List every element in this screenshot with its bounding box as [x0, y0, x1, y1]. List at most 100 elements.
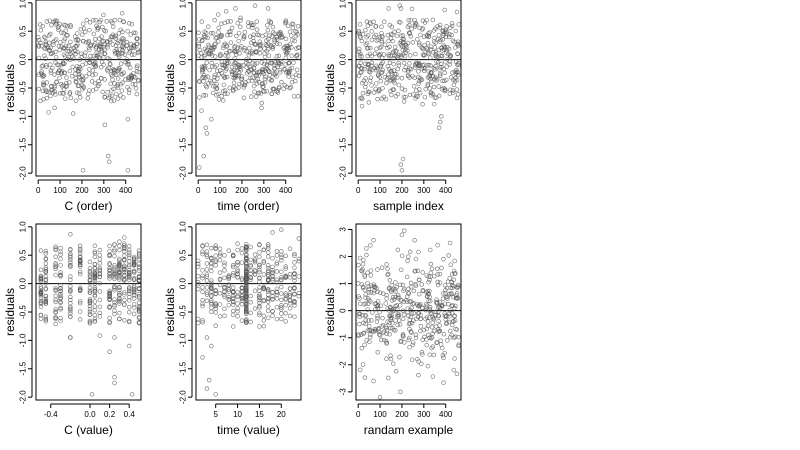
data-point [407, 321, 413, 326]
data-point [369, 37, 375, 43]
data-point [249, 94, 254, 99]
data-point [38, 298, 44, 304]
data-point [260, 81, 265, 86]
data-point [274, 89, 279, 94]
data-point [244, 261, 249, 267]
data-point [447, 53, 453, 58]
data-point [101, 55, 106, 60]
data-point [68, 314, 73, 319]
data-point [433, 53, 438, 59]
data-point [136, 266, 141, 271]
data-point [287, 286, 293, 291]
data-point [419, 282, 425, 287]
data-point [428, 270, 434, 276]
data-point [71, 56, 77, 61]
data-point [252, 259, 258, 265]
data-point [265, 263, 271, 268]
data-point [270, 255, 275, 261]
data-point [366, 290, 372, 295]
data-point [204, 60, 210, 65]
data-point [204, 242, 210, 248]
data-point [356, 30, 361, 36]
data-point [131, 45, 136, 51]
data-point [395, 322, 400, 328]
data-point [232, 56, 237, 61]
data-point [107, 252, 112, 258]
data-point [261, 318, 267, 323]
data-point [259, 81, 265, 87]
data-point [75, 31, 80, 36]
data-point [425, 82, 431, 87]
data-point [112, 380, 117, 386]
data-point [225, 32, 230, 38]
data-point [58, 245, 63, 251]
data-point [378, 78, 383, 84]
data-point [237, 46, 243, 51]
y-tick-label: 0 [339, 308, 348, 313]
data-point [112, 68, 117, 73]
data-point [96, 78, 101, 84]
data-point [117, 270, 122, 276]
data-point [357, 22, 363, 27]
data-point [128, 72, 134, 78]
data-point [431, 65, 437, 71]
data-point [242, 29, 248, 35]
data-point [269, 91, 274, 97]
x-tick-label: 400 [439, 186, 453, 195]
data-point [379, 70, 385, 75]
data-point [129, 392, 135, 397]
data-point [265, 299, 271, 304]
data-point [396, 53, 401, 58]
data-point [102, 41, 108, 47]
data-point [394, 48, 399, 54]
data-point [415, 94, 420, 99]
data-point [58, 263, 63, 268]
data-point [219, 93, 224, 99]
data-point [92, 243, 98, 249]
data-point [363, 42, 369, 47]
data-point [73, 43, 78, 49]
data-point [229, 64, 235, 70]
data-point [264, 88, 270, 94]
data-point [395, 66, 401, 72]
data-point [441, 256, 446, 262]
data-point [53, 247, 58, 253]
data-point [43, 35, 48, 41]
data-point [200, 68, 205, 73]
x-axis-label: C (value) [64, 423, 113, 437]
data-point [77, 317, 83, 322]
data-point [239, 292, 245, 298]
data-point [360, 267, 365, 272]
data-point [454, 295, 459, 301]
data-point [274, 54, 279, 59]
data-point [239, 285, 245, 290]
data-point [257, 242, 262, 248]
data-point [213, 323, 218, 328]
data-point [230, 273, 236, 278]
data-point [107, 276, 112, 281]
data-point [274, 277, 280, 282]
data-point [435, 279, 440, 285]
data-point [226, 276, 232, 282]
data-point [209, 293, 214, 298]
data-point [87, 309, 93, 315]
data-point [427, 277, 432, 283]
data-point [122, 263, 127, 269]
data-point [43, 317, 49, 322]
data-point [446, 34, 452, 40]
y-tick-label: 0.5 [179, 25, 188, 37]
plot-frame [355, 0, 462, 177]
data-point [213, 246, 218, 251]
data-point [398, 33, 404, 38]
data-point [262, 46, 267, 51]
plot-frame [35, 0, 142, 177]
data-point [275, 90, 281, 95]
data-point [252, 288, 258, 294]
data-point [126, 262, 132, 268]
data-point [430, 74, 436, 79]
data-point [397, 282, 403, 287]
data-point [38, 28, 44, 33]
data-point [252, 272, 258, 277]
data-point [84, 17, 89, 23]
data-point [395, 91, 401, 97]
